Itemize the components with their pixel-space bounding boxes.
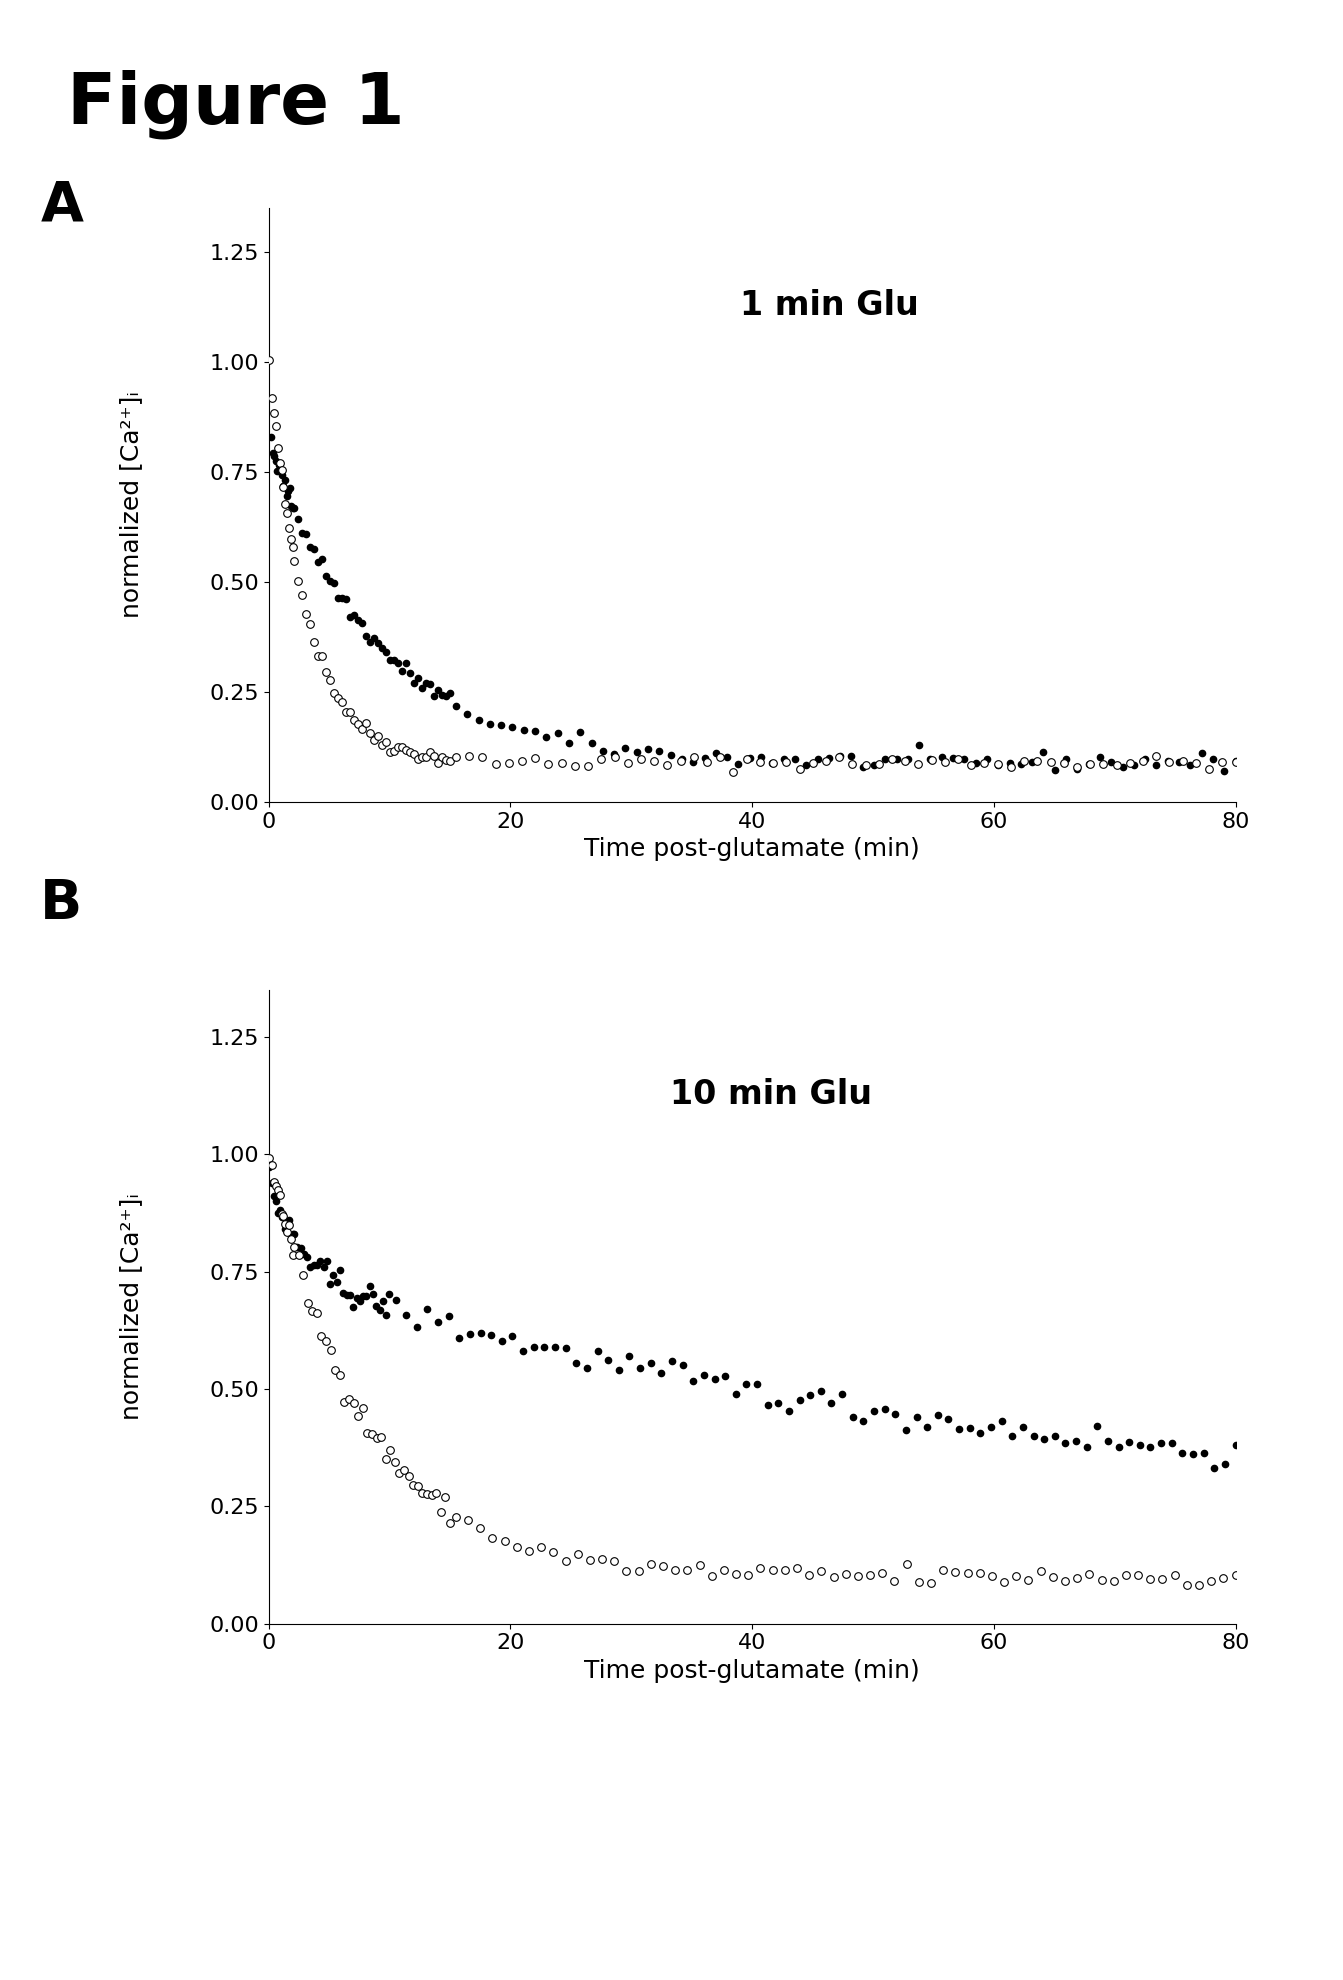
Text: A: A bbox=[40, 178, 83, 232]
Text: 10 min Glu: 10 min Glu bbox=[670, 1077, 873, 1111]
Text: B: B bbox=[40, 877, 82, 931]
Text: 1 min Glu: 1 min Glu bbox=[740, 289, 919, 323]
X-axis label: Time post-glutamate (min): Time post-glutamate (min) bbox=[584, 838, 920, 861]
Y-axis label: normalized [Ca²⁺]ᵢ: normalized [Ca²⁺]ᵢ bbox=[120, 1194, 142, 1420]
Text: Figure 1: Figure 1 bbox=[67, 69, 404, 139]
Y-axis label: normalized [Ca²⁺]ᵢ: normalized [Ca²⁺]ᵢ bbox=[120, 392, 142, 618]
X-axis label: Time post-glutamate (min): Time post-glutamate (min) bbox=[584, 1659, 920, 1683]
